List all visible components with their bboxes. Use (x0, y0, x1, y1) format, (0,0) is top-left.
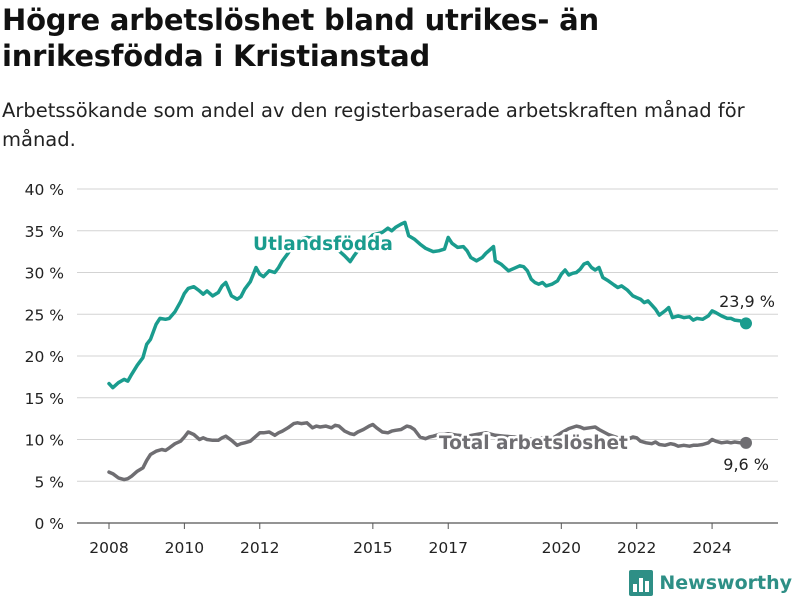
x-tick-label: 2017 (429, 539, 468, 557)
brand-footer[interactable]: Newsworthy (629, 570, 792, 596)
brand-name: Newsworthy (659, 572, 792, 594)
end-point-total (740, 436, 752, 449)
series-label-utlandsfodda: Utlandsfödda (253, 234, 393, 255)
bar-chart-logo-icon (629, 570, 654, 596)
chart-title: Högre arbetslöshet bland utrikes- än inr… (2, 3, 599, 73)
gridlines (77, 188, 778, 524)
y-tick-label: 20 % (25, 348, 64, 366)
y-axis: 0 % 5 % 10 % 15 % 20 % 25 % 30 % 35 % 40 % (25, 181, 64, 533)
y-tick-label: 5 % (34, 473, 64, 491)
x-axis: 2008 2010 2012 2015 2017 2020 2022 2024 (89, 523, 732, 557)
end-label-total: 9,6 % (723, 455, 769, 474)
x-tick-label: 2022 (617, 539, 656, 557)
y-tick-label: 35 % (25, 223, 64, 241)
x-tick-label: 2020 (542, 539, 581, 557)
x-tick-label: 2008 (89, 539, 128, 557)
series-label-total: Total arbetslöshet (439, 433, 628, 454)
series-labels: Utlandsfödda Total arbetslöshet 23,9 % 9,6 … (251, 232, 778, 477)
chart-subtitle: Arbetssökande som andel av den registerb… (2, 99, 745, 151)
y-tick-label: 0 % (34, 515, 64, 533)
y-tick-label: 10 % (25, 432, 64, 450)
x-tick-label: 2010 (165, 539, 204, 557)
end-point-utlandsfodda (740, 317, 752, 330)
series-line-total (107, 421, 748, 482)
end-label-utlandsfodda: 23,9 % (719, 292, 775, 311)
y-tick-label: 30 % (25, 265, 64, 283)
series-lines (107, 220, 752, 482)
y-tick-label: 25 % (25, 306, 64, 324)
x-tick-label: 2024 (692, 539, 731, 557)
x-tick-label: 2015 (353, 539, 392, 557)
series-line-utlandsfodda (107, 220, 748, 390)
y-tick-label: 40 % (25, 181, 64, 199)
y-tick-label: 15 % (25, 390, 64, 408)
x-tick-label: 2012 (240, 539, 279, 557)
